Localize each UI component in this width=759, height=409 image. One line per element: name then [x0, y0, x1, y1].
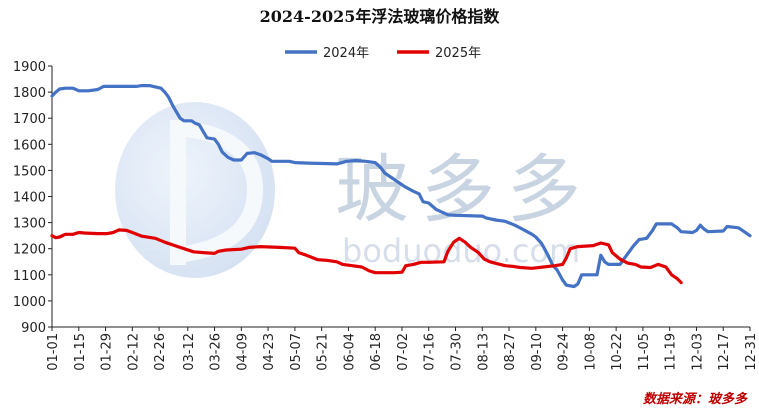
x-tick-label: 10-08	[583, 333, 598, 371]
y-tick-label: 1100	[13, 269, 46, 284]
y-axis-ticks: 900 1000 1100 1200 1300 1400 1500 1600 1700 1800 1…	[13, 60, 52, 336]
x-tick-label: 07-30	[450, 333, 465, 371]
series-line-1	[50, 84, 752, 289]
y-tick-label: 1700	[13, 112, 46, 127]
x-tick-label: 08-13	[476, 333, 491, 371]
x-tick-label: 01-01	[46, 333, 61, 371]
x-tick-label: 09-10	[530, 333, 545, 371]
x-tick-label: 06-18	[369, 333, 384, 371]
x-tick-label: 02-26	[153, 333, 168, 371]
x-tick-label: 03-12	[182, 333, 197, 371]
x-tick-label: 05-07	[289, 333, 304, 371]
series-line-2	[50, 228, 683, 285]
source-note: 数据来源：玻多多	[642, 392, 747, 407]
y-tick-label: 900	[21, 321, 46, 336]
legend-label-2: 2025年	[435, 46, 481, 61]
x-tick-label: 09-24	[557, 333, 572, 371]
watermark-cn-text: 玻多多	[335, 147, 593, 233]
x-tick-label: 11-05	[637, 333, 652, 371]
x-tick-label: 07-16	[423, 333, 438, 371]
x-tick-label: 07-02	[396, 333, 411, 371]
x-tick-label: 06-04	[342, 333, 357, 371]
x-tick-label: 05-21	[316, 333, 331, 371]
x-tick-label: 04-09	[235, 333, 250, 371]
x-tick-label: 12-03	[690, 333, 705, 371]
watermark: 玻多多 boduoduo.com	[115, 102, 593, 278]
y-tick-label: 1800	[13, 86, 46, 101]
y-tick-label: 1000	[13, 295, 46, 310]
x-tick-label: 12-17	[717, 333, 732, 371]
y-tick-label: 1400	[13, 191, 46, 206]
x-tick-label: 08-27	[503, 333, 518, 371]
y-tick-label: 1900	[13, 60, 46, 75]
x-tick-label: 10-22	[610, 333, 625, 371]
x-tick-label: 01-15	[73, 333, 88, 371]
y-tick-label: 1500	[13, 164, 46, 179]
y-tick-label: 1300	[13, 217, 46, 232]
legend-label-1: 2024年	[323, 46, 369, 61]
x-tick-label: 02-12	[126, 333, 141, 371]
x-tick-label: 12-31	[744, 333, 759, 371]
chart-title: 2024-2025年浮法玻璃价格指数	[259, 7, 500, 26]
x-tick-label: 11-19	[664, 333, 679, 371]
y-tick-label: 1600	[13, 138, 46, 153]
y-tick-label: 1200	[13, 243, 46, 258]
x-tick-label: 03-26	[209, 333, 224, 371]
x-tick-label: 01-29	[100, 333, 115, 371]
watermark-logo-stroke	[170, 120, 264, 265]
series-lines	[50, 84, 752, 289]
x-tick-label: 04-23	[262, 333, 277, 371]
x-axis-ticks: 01-01 01-15 01-29 02-12 02-26 03-12 03-26 04-09…	[46, 327, 759, 371]
legend: 2024年 2025年	[285, 46, 481, 61]
